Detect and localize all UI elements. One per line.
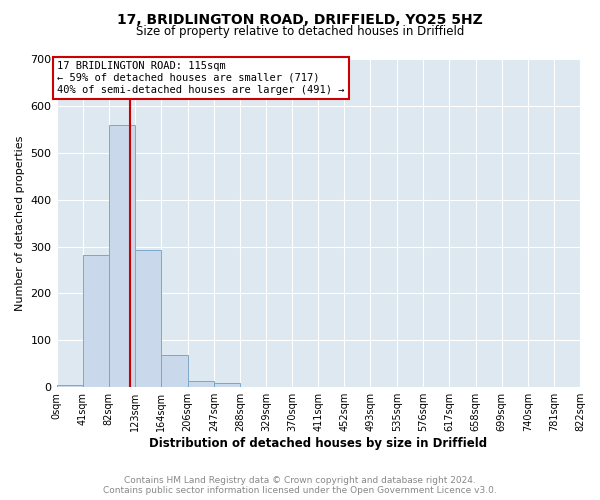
- X-axis label: Distribution of detached houses by size in Driffield: Distribution of detached houses by size …: [149, 437, 487, 450]
- Bar: [161, 356, 188, 387]
- Text: 17, BRIDLINGTON ROAD, DRIFFIELD, YO25 5HZ: 17, BRIDLINGTON ROAD, DRIFFIELD, YO25 5H…: [117, 12, 483, 26]
- Bar: [56, 385, 83, 387]
- Bar: [214, 384, 240, 387]
- Text: Contains HM Land Registry data © Crown copyright and database right 2024.: Contains HM Land Registry data © Crown c…: [124, 476, 476, 485]
- Text: Size of property relative to detached houses in Driffield: Size of property relative to detached ho…: [136, 25, 464, 38]
- Text: Contains public sector information licensed under the Open Government Licence v3: Contains public sector information licen…: [103, 486, 497, 495]
- Bar: [109, 124, 135, 387]
- Text: 17 BRIDLINGTON ROAD: 115sqm
← 59% of detached houses are smaller (717)
40% of se: 17 BRIDLINGTON ROAD: 115sqm ← 59% of det…: [57, 62, 344, 94]
- Bar: [188, 381, 214, 387]
- Bar: [135, 250, 161, 387]
- Bar: [83, 254, 109, 387]
- Y-axis label: Number of detached properties: Number of detached properties: [15, 136, 25, 311]
